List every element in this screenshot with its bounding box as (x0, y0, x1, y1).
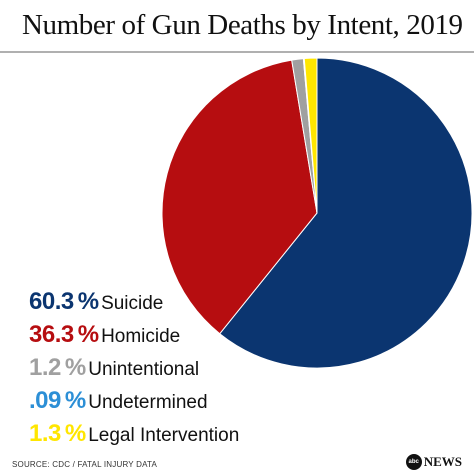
legend-value: 1.2 (29, 354, 61, 381)
abc-news-logo: abc NEWS (405, 454, 462, 470)
legend-value: .09 (29, 387, 61, 414)
title-divider (0, 51, 474, 53)
legend-value: 36.3 (29, 321, 74, 348)
legend-percent-sign: % (77, 288, 100, 315)
legend-label: Homicide (101, 326, 181, 347)
legend-percent-sign: % (64, 420, 87, 447)
legend: 60.3 % Suicide 36.3 % Homicide 1.2 % Uni… (29, 288, 239, 453)
legend-label: Unintentional (88, 359, 200, 380)
legend-percent-sign: % (77, 321, 100, 348)
legend-item-undetermined: .09 % Undetermined (29, 387, 239, 420)
legend-percent-sign: % (64, 387, 87, 414)
legend-item-suicide: 60.3 % Suicide (29, 288, 239, 321)
pie-slice-suicide (219, 57, 473, 369)
legend-label: Suicide (101, 293, 164, 314)
pie-slice-legal-intervention (303, 57, 318, 214)
chart-title: Number of Gun Deaths by Intent, 2019 (22, 9, 463, 41)
legend-item-homicide: 36.3 % Homicide (29, 321, 239, 354)
legend-item-unintentional: 1.2 % Unintentional (29, 354, 239, 387)
legend-item-legal-intervention: 1.3 % Legal Intervention (29, 420, 239, 453)
legend-percent-sign: % (64, 354, 87, 381)
legend-label: Legal Intervention (88, 425, 240, 446)
legend-label: Undetermined (88, 392, 208, 413)
abc-logo-ball: abc (405, 454, 422, 470)
legend-value: 60.3 (29, 288, 74, 315)
pie-slice-homicide (161, 59, 318, 335)
legend-value: 1.3 (29, 420, 61, 447)
logo-text: NEWS (423, 454, 462, 469)
source-note: SOURCE: CDC / FATAL INJURY DATA (12, 460, 158, 469)
